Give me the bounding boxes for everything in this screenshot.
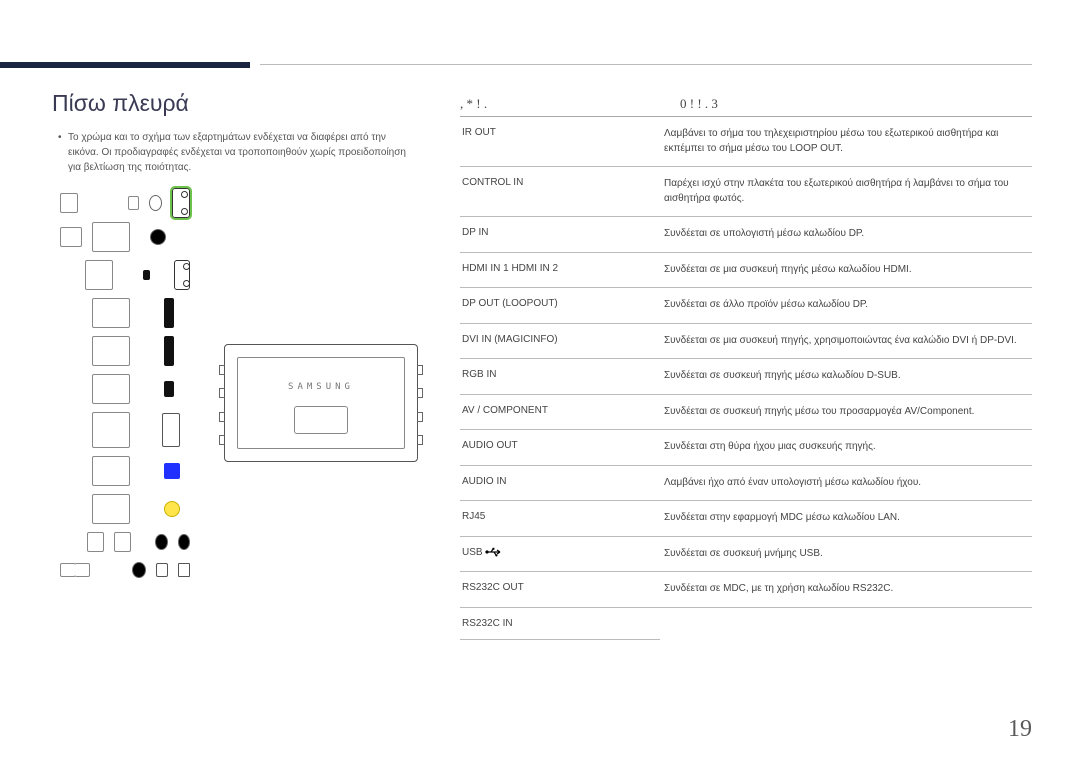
spec-port-label: AUDIO OUT [460, 430, 660, 465]
spec-port-label: RGB IN [460, 359, 660, 394]
spec-port-label: DP OUT (LOOPOUT) [460, 288, 660, 323]
spec-row: DP OUT (LOOPOUT)Συνδέεται σε άλλο προϊόν… [460, 288, 1032, 324]
spec-row: RGB INΣυνδέεται σε συσκευή πηγής μέσω κα… [460, 359, 1032, 395]
spec-row: DP INΣυνδέεται σε υπολογιστή μέσω καλωδί… [460, 217, 1032, 253]
spec-desc-text: Συνδέεται σε μια συσκευή πηγής, χρησιμοπ… [660, 324, 1032, 359]
spec-desc-text: Συνδέεται σε συσκευή μνήμης USB. [660, 537, 1032, 572]
device-rear-illustration: SAMSUNG [224, 344, 418, 462]
page-number: 19 [1008, 716, 1032, 743]
usb-icon [485, 547, 503, 558]
spec-row: DVI IN (MAGICINFO)Συνδέεται σε μια συσκε… [460, 324, 1032, 360]
header-rule [260, 64, 1032, 65]
spec-row: HDMI IN 1 HDMI IN 2Συνδέεται σε μια συσκ… [460, 253, 1032, 289]
ports-illustration [60, 188, 190, 728]
spec-desc-text: Παρέχει ισχύ στην πλακέτα του εξωτερικού… [660, 167, 1032, 216]
spec-port-label: DP IN [460, 217, 660, 252]
spec-port-label: USB [460, 537, 660, 572]
table-header-port: , * ! . [460, 96, 487, 112]
spec-desc-text: Συνδέεται σε υπολογιστή μέσω καλωδίου DP… [660, 217, 1032, 252]
spec-row: CONTROL INΠαρέχει ισχύ στην πλακέτα του … [460, 167, 1032, 217]
spec-row: IR OUTΛαμβάνει το σήμα του τηλεχειριστηρ… [460, 117, 1032, 167]
spec-port-label: IR OUT [460, 117, 660, 166]
header-bar [0, 62, 250, 68]
spec-desc-text: Συνδέεται στην εφαρμογή MDC μέσω καλωδίο… [660, 501, 1032, 536]
spec-desc-text: Λαμβάνει το σήμα του τηλεχειριστηρίου μέ… [660, 117, 1032, 166]
spec-desc-text: Συνδέεται σε συσκευή πηγής μέσω καλωδίου… [660, 359, 1032, 394]
spec-row: AV / COMPONENTΣυνδέεται σε συσκευή πηγής… [460, 395, 1032, 431]
spec-row: AUDIO OUTΣυνδέεται στη θύρα ήχου μιας συ… [460, 430, 1032, 466]
spec-port-label: CONTROL IN [460, 167, 660, 216]
spec-port-label: HDMI IN 1 HDMI IN 2 [460, 253, 660, 288]
spec-row: USB Συνδέεται σε συσκευή μνήμης USB. [460, 537, 1032, 573]
spec-row: AUDIO INΛαμβάνει ήχο από έναν υπολογιστή… [460, 466, 1032, 502]
spec-desc-text: Συνδέεται σε άλλο προϊόν μέσω καλωδίου D… [660, 288, 1032, 323]
spec-desc-text: Συνδέεται σε συσκευή πηγής μέσω του προσ… [660, 395, 1032, 430]
spec-desc-text: Συνδέεται σε μια συσκευή πηγής μέσω καλω… [660, 253, 1032, 288]
table-header-desc: 0 ! ! . 3 [680, 96, 718, 112]
spec-table: IR OUTΛαμβάνει το σήμα του τηλεχειριστηρ… [460, 116, 1032, 640]
spec-desc-text: Συνδέεται στη θύρα ήχου μιας συσκευής πη… [660, 430, 1032, 465]
spec-port-label: DVI IN (MAGICINFO) [460, 324, 660, 359]
spec-port-label: RS232C OUT [460, 572, 660, 607]
spec-desc-text: Λαμβάνει ήχο από έναν υπολογιστή μέσω κα… [660, 466, 1032, 501]
page-title: Πίσω πλευρά [52, 90, 189, 117]
spec-port-label: RS232C IN [460, 608, 660, 640]
device-brand: SAMSUNG [238, 382, 404, 392]
spec-port-label: RJ45 [460, 501, 660, 536]
spec-row: RS232C OUTΣυνδέεται σε MDC, με τη χρήση … [460, 572, 1032, 608]
spec-row: RJ45Συνδέεται στην εφαρμογή MDC μέσω καλ… [460, 501, 1032, 537]
spec-port-label: AV / COMPONENT [460, 395, 660, 430]
spec-port-label: AUDIO IN [460, 466, 660, 501]
spec-desc-text: Συνδέεται σε MDC, με τη χρήση καλωδίου R… [660, 572, 1032, 607]
spec-row: RS232C IN [460, 608, 1032, 640]
note-text: Το χρώμα και το σχήμα των εξαρτημάτων εν… [68, 130, 418, 175]
